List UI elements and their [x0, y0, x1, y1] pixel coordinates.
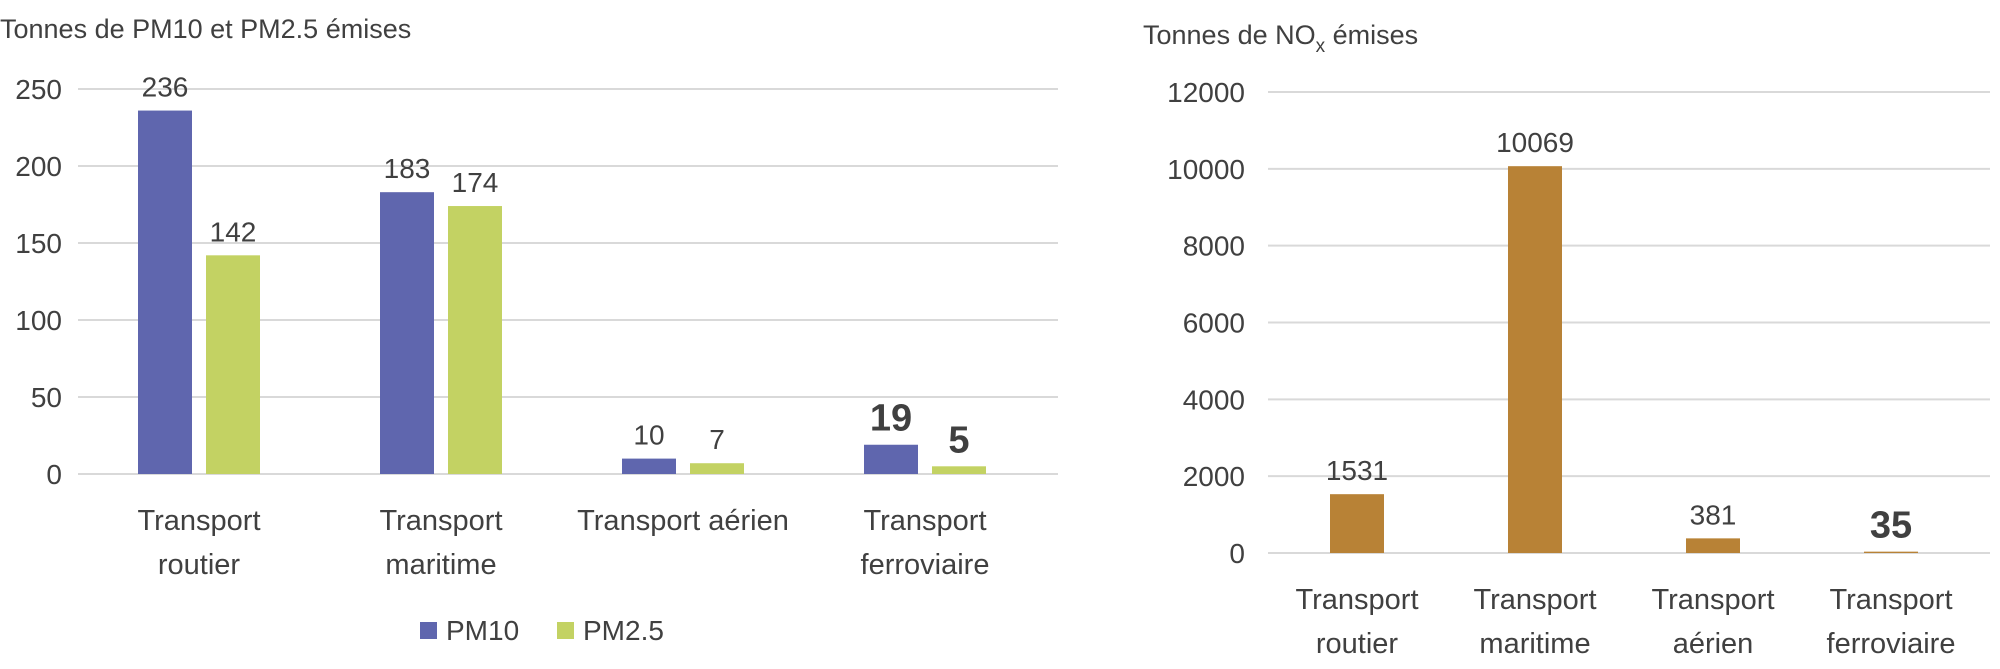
nox-x-tick-label: Transport — [1295, 584, 1418, 616]
pm-x-tick-label: ferroviaire — [861, 549, 990, 581]
nox-bar-value — [1508, 166, 1562, 553]
pm-x-tick-label: Transport — [137, 505, 260, 537]
pm-data-label: 10 — [633, 420, 664, 451]
nox-data-label: 35 — [1870, 505, 1912, 547]
pm-y-tick-label: 200 — [15, 151, 62, 182]
pm-x-tick-label: Transport aérien — [577, 505, 789, 537]
nox-data-label: 381 — [1690, 499, 1737, 530]
nox-ylabel-main: Tonnes de NO — [1143, 20, 1316, 50]
pm-data-label: 183 — [384, 153, 431, 184]
pm-bar-pm10 — [138, 110, 192, 474]
pm-data-label: 236 — [142, 72, 189, 103]
nox-y-tick-label: 4000 — [1183, 384, 1245, 415]
pm-bar-pm10 — [864, 444, 918, 474]
nox-data-label: 10069 — [1496, 127, 1574, 158]
pm-chart-legend: PM10 PM2.5 — [420, 615, 664, 646]
nox-y-tick-label: 10000 — [1167, 154, 1245, 185]
nox-bar-value — [1864, 551, 1918, 553]
nox-y-tick-label: 0 — [1229, 538, 1245, 569]
pm-chart-x-ticks: Transport routier Transport maritime Transpo… — [137, 505, 989, 581]
pm-chart-ylabel: Tonnes de PM10 et PM2.5 émises — [0, 14, 411, 44]
pm-x-tick-label: Transport — [863, 505, 986, 537]
nox-y-tick-label: 8000 — [1183, 231, 1245, 262]
pm-bar-pm25 — [206, 255, 260, 474]
pm-chart-y-ticks: 0 50 100 150 200 250 — [15, 74, 62, 490]
nox-x-tick-label: maritime — [1479, 628, 1590, 660]
nox-y-tick-label: 6000 — [1183, 308, 1245, 339]
pm-bar-pm25 — [690, 463, 744, 474]
nox-x-tick-label: routier — [1316, 628, 1399, 660]
nox-y-tick-label: 12000 — [1167, 77, 1245, 108]
pm-x-tick-label: maritime — [385, 549, 496, 581]
nox-x-tick-label: Transport — [1473, 584, 1596, 616]
nox-chart: Tonnes de NOx émises 0 2000 4000 6000 8000 10… — [1143, 20, 1990, 660]
nox-chart-bars — [1330, 166, 1918, 553]
pm-data-label: 142 — [210, 216, 257, 247]
pm-bar-pm10 — [622, 458, 676, 474]
nox-chart-ylabel: Tonnes de NOx émises — [1143, 20, 1418, 57]
nox-x-tick-label: ferroviaire — [1827, 628, 1956, 660]
pm-data-label: 5 — [948, 419, 969, 461]
pm-data-label: 174 — [452, 167, 499, 198]
legend-label-pm10: PM10 — [446, 615, 519, 646]
nox-data-label: 1531 — [1326, 455, 1388, 486]
nox-chart-data-labels: 1531 10069 381 35 — [1326, 127, 1912, 546]
pm-bar-pm10 — [380, 192, 434, 474]
nox-x-tick-label: Transport — [1829, 584, 1952, 616]
nox-bar-value — [1330, 494, 1384, 553]
pm-bar-pm25 — [448, 206, 502, 475]
pm-chart-bars — [138, 110, 986, 475]
pm-x-tick-label: routier — [158, 549, 241, 581]
nox-x-tick-label: Transport — [1651, 584, 1774, 616]
legend-swatch-pm25 — [557, 622, 574, 639]
legend-label-pm25: PM2.5 — [583, 615, 664, 646]
pm-y-tick-label: 150 — [15, 228, 62, 259]
nox-y-tick-label: 2000 — [1183, 461, 1245, 492]
nox-ylabel-subscript: x — [1316, 36, 1326, 57]
pm-chart-data-labels: 236 142 183 174 10 7 19 5 — [142, 72, 970, 462]
legend-swatch-pm10 — [420, 622, 437, 639]
nox-chart-x-ticks: Transport routier Transport maritime Transpo… — [1295, 584, 1955, 660]
pm-y-tick-label: 0 — [46, 459, 62, 490]
pm-y-tick-label: 50 — [31, 382, 62, 413]
pm-bar-pm25 — [932, 466, 986, 474]
nox-bar-value — [1686, 538, 1740, 553]
nox-x-tick-label: aérien — [1673, 628, 1754, 660]
nox-chart-y-ticks: 0 2000 4000 6000 8000 10000 12000 — [1167, 77, 1245, 569]
pm-chart: Tonnes de PM10 et PM2.5 émises 0 50 100 150… — [0, 14, 1058, 646]
pm-data-label: 19 — [870, 398, 912, 440]
pm-y-tick-label: 250 — [15, 74, 62, 105]
pm-data-label: 7 — [709, 424, 725, 455]
nox-ylabel-after: émises — [1325, 20, 1418, 50]
pm-y-tick-label: 100 — [15, 305, 62, 336]
pm-x-tick-label: Transport — [379, 505, 502, 537]
